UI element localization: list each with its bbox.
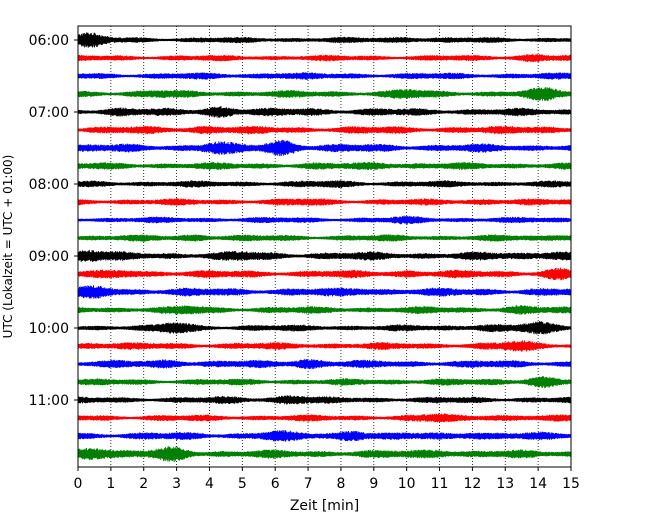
y-axis-label: UTC (Lokalzeit = UTC + 01:00)	[1, 155, 15, 339]
y-tick-label: 11:00	[29, 393, 69, 409]
trace-0630	[77, 72, 572, 80]
x-tick-label: 5	[238, 476, 247, 492]
y-tick-label: 09:00	[29, 249, 69, 265]
trace-1015	[77, 340, 572, 352]
trace-0700	[77, 106, 572, 118]
trace-0945	[77, 305, 572, 315]
trace-0845	[77, 234, 572, 242]
trace-0800	[77, 180, 572, 189]
trace-1030	[77, 358, 572, 370]
x-axis-label: Zeit [min]	[290, 498, 359, 514]
trace-0930	[77, 285, 572, 299]
x-tick-label: 7	[304, 476, 313, 492]
x-tick-label: 11	[431, 476, 449, 492]
x-tick-label: 3	[172, 476, 181, 492]
trace-0600	[77, 32, 572, 48]
trace-0900	[77, 249, 572, 263]
trace-1130	[77, 430, 572, 442]
x-tick-label: 1	[106, 476, 115, 492]
y-tick-label: 10:00	[29, 321, 69, 337]
trace-0715	[77, 125, 572, 135]
trace-0830	[77, 215, 572, 225]
x-tick-label: 10	[398, 476, 416, 492]
trace-1045	[77, 376, 572, 389]
x-tick-label: 6	[271, 476, 280, 492]
x-tick-label: 14	[529, 476, 547, 492]
trace-0730	[77, 139, 572, 157]
trace-0615	[77, 53, 572, 63]
x-axis-ticks: 0 1 2 3 4 5 6 7 8 9 10 11 12 13 14 15	[74, 467, 580, 492]
x-tick-label: 0	[74, 476, 83, 492]
x-tick-label: 2	[139, 476, 148, 492]
y-axis-ticks: 06:00 07:00 08:00 09:00 10:00 11:00	[29, 33, 78, 409]
trace-0815	[77, 198, 572, 206]
plot-frame	[77, 25, 572, 468]
x-tick-label: 4	[205, 476, 214, 492]
y-tick-label: 06:00	[29, 33, 69, 49]
trace-0645	[77, 87, 572, 102]
x-tick-label: 8	[336, 476, 345, 492]
x-tick-label: 13	[496, 476, 514, 492]
trace-0745	[77, 161, 572, 171]
trace-1000	[77, 321, 572, 335]
trace-1145	[77, 446, 572, 463]
x-tick-label: 12	[463, 476, 481, 492]
trace-0915	[77, 267, 572, 281]
seismic-traces	[77, 32, 572, 463]
x-tick-label: 9	[369, 476, 378, 492]
y-tick-label: 08:00	[29, 177, 69, 193]
x-tick-label: 15	[562, 476, 580, 492]
trace-1115	[77, 413, 572, 423]
trace-1100	[77, 395, 572, 405]
y-tick-label: 07:00	[29, 105, 69, 121]
